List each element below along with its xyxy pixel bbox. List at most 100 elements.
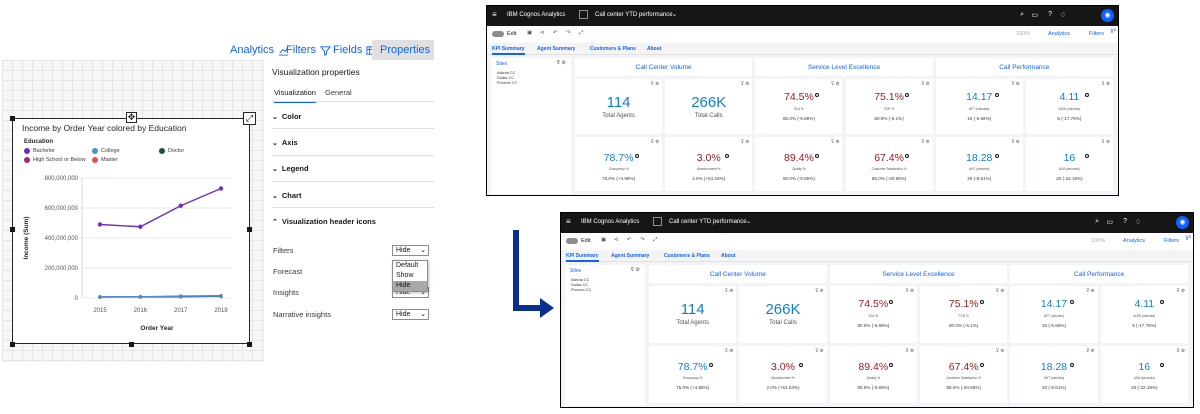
chart-widget[interactable] <box>12 118 250 344</box>
kpi-card[interactable]: ⊽ ⚙ 14.17 AFT (minutes) 15 (-5.56%) <box>935 79 1023 134</box>
kpi-card[interactable]: ⊽ ⚙ 266K Total Calls <box>739 286 827 343</box>
resize-handle[interactable] <box>10 116 15 121</box>
kpi-card[interactable]: ⊽ ⚙ 74.5% SLA % 80.0% (-6.88%) <box>829 286 917 343</box>
subtab-visualization[interactable]: Visualization <box>274 88 316 103</box>
filters-link[interactable]: Filters <box>1164 238 1179 244</box>
kpi-card[interactable]: ⊽ ⚙ 75.1% FCR % 80.0% (-6.1%) <box>920 286 1008 343</box>
kpi-card[interactable]: ⊽ ⚙ 3.0% Abandonment % 2.0% (+51.04%) <box>739 346 827 403</box>
filter-icon[interactable]: ⊽ ⚙ <box>905 288 914 293</box>
chevron-down-icon[interactable]: ⌄ <box>746 219 752 225</box>
fullscreen-icon[interactable]: ⤢ <box>653 237 658 243</box>
section-axis[interactable]: ⌄ Axis <box>272 138 298 147</box>
option-hide[interactable]: Hide <box>393 281 427 291</box>
kpi-card[interactable]: ⊽ ⚙ 4.11 AOW (minutes) 5 (-17.76%) <box>1100 286 1188 343</box>
kpi-card[interactable]: ⊽ ⚙ 18.28 AHT (minutes) 20 (-8.61%) <box>935 136 1023 191</box>
subtab-general[interactable]: General <box>325 88 352 97</box>
kpi-card[interactable]: ⊽ ⚙ 67.4% Customer Satisfaction % 85.0% (-2… <box>845 136 933 191</box>
avatar[interactable]: ◉ <box>1101 9 1114 22</box>
data-point[interactable] <box>178 203 183 208</box>
undo-icon[interactable]: ↶ <box>553 30 558 36</box>
data-point[interactable] <box>219 294 223 298</box>
section-chart[interactable]: ⌄ Chart <box>272 191 301 200</box>
filter-icon[interactable]: ⊽ ⚙ <box>830 138 840 144</box>
tab-customers-plans[interactable]: Customers & Plans <box>664 253 710 259</box>
fullscreen-icon[interactable]: ⤢ <box>579 30 584 36</box>
data-point[interactable] <box>138 294 143 299</box>
filter-icon[interactable]: ⊽ ⚙ <box>1011 138 1020 144</box>
notification-icon[interactable]: ♢ <box>1134 219 1141 226</box>
kpi-card[interactable]: ⊽ ⚙ 14.17 AFT (minutes) 15 (-5.56%) <box>1010 286 1098 343</box>
chevron-down-icon[interactable]: ⌄ <box>672 12 678 18</box>
filter-icon[interactable]: ⊽ <box>1109 29 1114 35</box>
tab-agent-summary[interactable]: Agent Summary <box>611 253 650 259</box>
kpi-card[interactable]: ⊽ ⚙ 18.28 AHT (minutes) 20 (-8.61%) <box>1010 346 1098 403</box>
site-item[interactable]: Atlanta CC <box>497 71 516 75</box>
kpi-card[interactable]: ⊽ ⚙ 16 ASA (seconds) 20 (-22.19%) <box>1025 136 1113 191</box>
site-item[interactable]: Atlanta CC <box>571 278 590 282</box>
forecast-dropdown[interactable]: Default Show Hide <box>392 260 428 292</box>
filter-icon[interactable]: ⊽ ⚙ <box>740 138 750 144</box>
search-icon[interactable]: ⌕ <box>1095 218 1099 225</box>
filter-icon[interactable]: ⊽ <box>1184 236 1189 242</box>
kpi-card[interactable]: ⊽ ⚙ 266K Total Calls <box>665 79 753 134</box>
analytics-link[interactable]: Analytics <box>1047 31 1070 37</box>
filter-icon[interactable]: ⊽ ⚙ <box>921 81 930 86</box>
kpi-card[interactable]: ⊽ ⚙ 4.11 AOW (minutes) 5 (-17.76%) <box>1025 79 1113 134</box>
tab-about[interactable]: About <box>647 46 662 52</box>
resize-handle[interactable] <box>129 342 134 347</box>
data-point[interactable] <box>178 294 183 299</box>
filter-icon[interactable]: ⊽ ⚙ <box>724 288 734 293</box>
filter-icon[interactable]: ⊽ ⚙ <box>630 267 640 273</box>
site-item[interactable]: Dallas CC <box>571 283 589 287</box>
menu-icon[interactable]: ≡ <box>566 217 571 226</box>
filter-icon[interactable]: ⊽ ⚙ <box>740 81 750 86</box>
report-title[interactable]: Call center YTD performance <box>669 219 747 225</box>
kpi-card[interactable]: ⊽ ⚙ 78.7% Occupancy % 75.0% (+4.98%) <box>575 136 663 191</box>
data-point[interactable] <box>218 186 224 191</box>
move-icon[interactable]: ✥ <box>126 112 137 123</box>
undo-icon[interactable]: ↶ <box>627 237 632 243</box>
filter-icon[interactable]: ⊽ ⚙ <box>650 138 660 144</box>
edit-toggle[interactable] <box>492 31 504 37</box>
filter-icon[interactable]: ⊽ ⚙ <box>815 288 824 293</box>
kpi-card[interactable]: ⊽ ⚙ 114 Total Agents <box>649 286 737 343</box>
filter-icon[interactable]: ⊽ ⚙ <box>1086 288 1095 293</box>
edit-toggle[interactable] <box>566 238 578 244</box>
filter-icon[interactable]: ⊽ ⚙ <box>1176 288 1185 293</box>
filter-icon[interactable]: ⊽ ⚙ <box>830 81 840 86</box>
option-default[interactable]: Default <box>396 262 419 269</box>
kpi-card[interactable]: ⊽ ⚙ 78.7% Occupancy % 75.0% (+4.98%) <box>649 346 737 403</box>
resize-handle[interactable] <box>10 227 15 232</box>
kpi-card[interactable]: ⊽ ⚙ 16 ASA (seconds) 20 (-22.19%) <box>1100 346 1188 403</box>
site-item[interactable]: Phoenix CC <box>571 288 592 292</box>
filters-link[interactable]: Filters <box>1089 31 1104 37</box>
filter-icon[interactable]: ⊽ ⚙ <box>1101 81 1110 86</box>
narrative-select[interactable]: Hide ⌄ <box>392 309 429 320</box>
kpi-card[interactable]: ⊽ ⚙ 114 Total Agents <box>575 79 663 134</box>
kpi-card[interactable]: ⊽ ⚙ 74.5% SLA % 80.0% (-6.88%) <box>755 79 843 134</box>
share-icon[interactable]: ⋖ <box>614 237 619 243</box>
resize-handle[interactable] <box>247 342 252 347</box>
share-icon[interactable]: ⋖ <box>540 30 545 36</box>
save-icon[interactable]: ▣ <box>527 30 533 36</box>
tab-about[interactable]: About <box>721 253 736 259</box>
tab-fields[interactable]: Fields <box>333 40 377 60</box>
help-icon[interactable]: ? <box>1123 218 1127 225</box>
option-show[interactable]: Show <box>396 272 414 279</box>
save-icon[interactable]: ▣ <box>601 237 607 243</box>
analytics-link[interactable]: Analytics <box>1122 238 1145 244</box>
filter-icon[interactable]: ⊽ ⚙ <box>1011 81 1020 86</box>
search-icon[interactable]: ⌕ <box>1020 11 1024 18</box>
tab-kpi-summary[interactable]: KPI Summary <box>566 253 599 262</box>
filter-icon[interactable]: ⊽ ⚙ <box>556 60 566 66</box>
help-icon[interactable]: ? <box>1048 11 1052 18</box>
tab-customers-plans[interactable]: Customers & Plans <box>590 46 636 52</box>
notification-icon[interactable]: ♢ <box>1059 12 1066 19</box>
section-color[interactable]: ⌄ Color <box>272 112 301 121</box>
site-item[interactable]: Dallas CC <box>497 76 515 80</box>
filter-icon[interactable]: ⊽ ⚙ <box>995 288 1005 293</box>
data-point[interactable] <box>97 222 103 227</box>
site-item[interactable]: Phoenix CC <box>497 81 518 85</box>
section-header-icons[interactable]: ⌃ Visualization header icons <box>272 217 376 226</box>
resize-handle[interactable] <box>247 227 252 232</box>
